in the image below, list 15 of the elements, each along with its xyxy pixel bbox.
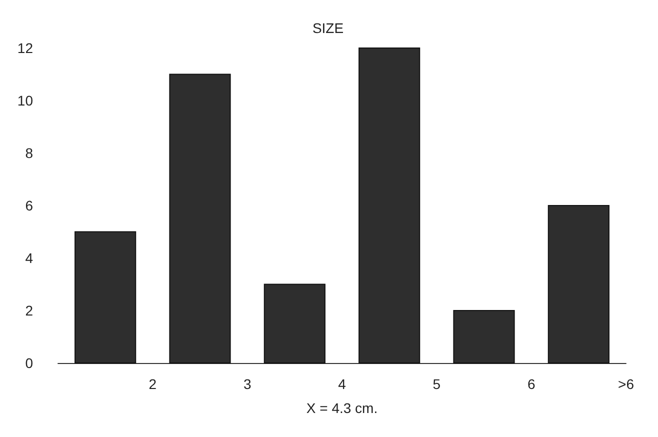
x-tick-label: 6: [527, 376, 536, 392]
y-tick-label: 8: [25, 145, 34, 161]
y-tick-label: 2: [25, 302, 34, 318]
x-axis-title: X = 4.3 cm.: [306, 400, 378, 416]
x-tick-label: 2: [148, 376, 157, 392]
y-tick-label: 12: [17, 40, 34, 56]
x-tick-label: 5: [432, 376, 441, 392]
x-tick-label: 4: [338, 376, 346, 392]
x-tick-label: 3: [243, 376, 252, 392]
y-tick-label: 0: [25, 355, 34, 371]
chart-title: SIZE: [312, 20, 344, 36]
y-tick-label: 4: [25, 250, 34, 266]
y-tick-label: 6: [25, 198, 34, 214]
x-tick-label: >6: [618, 376, 634, 392]
y-tick-label: 10: [17, 92, 34, 108]
